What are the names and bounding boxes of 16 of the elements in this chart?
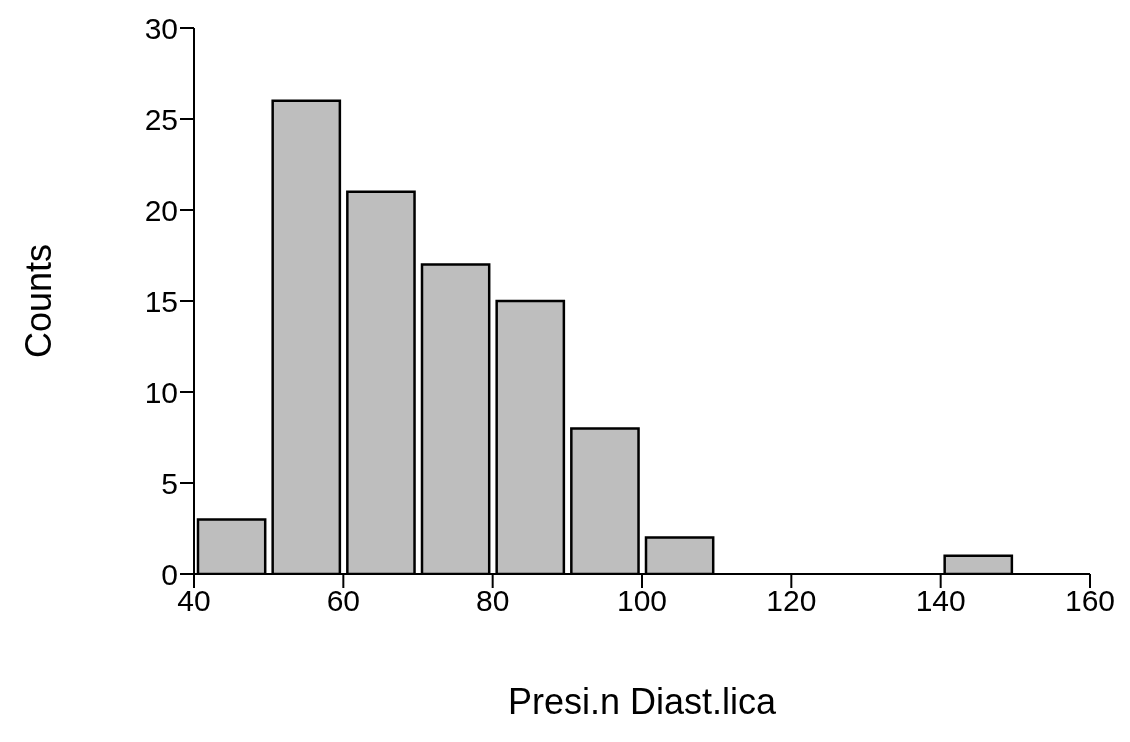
y-tick-label: 25 <box>144 102 178 136</box>
y-tick-label: 30 <box>144 11 178 45</box>
x-axis-title: Presi.n Diast.lica <box>507 681 778 722</box>
x-tick-label: 40 <box>177 584 211 618</box>
x-tick-label: 160 <box>1064 584 1116 618</box>
x-tick-label: 120 <box>766 584 817 618</box>
x-tick-label: 140 <box>915 584 966 618</box>
y-tick-label: 10 <box>144 375 178 409</box>
y-tick-label: 0 <box>161 557 178 591</box>
x-tick-label: 60 <box>326 584 361 618</box>
x-tick-label: 100 <box>616 584 668 618</box>
y-axis-title: Counts <box>17 243 59 359</box>
x-tick-label: 80 <box>475 584 510 618</box>
y-tick-label: 20 <box>144 193 178 227</box>
y-tick-label: 5 <box>161 466 178 500</box>
y-tick-label: 15 <box>144 284 178 318</box>
